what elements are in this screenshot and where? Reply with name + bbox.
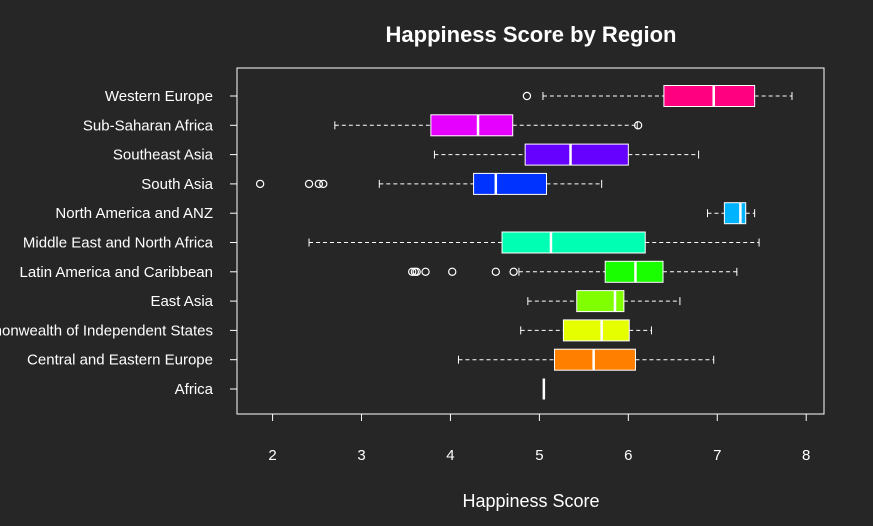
y-axis: Africa Central and Eastern Europe Commonwe…	[0, 88, 237, 398]
x-tick-label: 4	[446, 447, 454, 464]
category-label: Middle East and North Africa	[23, 235, 214, 252]
category-label: North America and ANZ	[55, 205, 213, 222]
x-tick-label: 3	[357, 447, 365, 464]
box-group	[522, 85, 793, 107]
box-iqr	[576, 290, 625, 313]
outlier-point	[408, 267, 417, 276]
outlier-point	[314, 179, 324, 189]
boxes-layer	[255, 85, 793, 400]
box-group	[308, 231, 760, 254]
box-group	[457, 348, 715, 371]
box-group	[255, 172, 603, 195]
chart-title: Happiness Score by Region	[386, 22, 677, 47]
box-iqr	[501, 231, 646, 254]
box-iqr	[604, 260, 664, 283]
x-tick-label: 6	[624, 447, 632, 464]
outlier-point	[448, 267, 457, 276]
box-iqr	[554, 348, 636, 371]
outlier-point	[509, 267, 518, 276]
box-group	[706, 202, 756, 225]
category-label: South Asia	[141, 176, 213, 193]
box-iqr	[524, 143, 629, 166]
x-tick-label: 7	[713, 447, 721, 464]
x-axis-label: Happiness Score	[462, 491, 599, 511]
category-label: Commonwealth of Independent States	[0, 322, 213, 339]
outlier-point	[633, 121, 643, 130]
outlier-point	[491, 267, 501, 276]
category-label: Latin America and Caribbean	[20, 264, 213, 281]
outlier-point	[412, 267, 421, 276]
category-label: Central and Eastern Europe	[27, 352, 213, 369]
box-iqr	[473, 172, 548, 195]
x-tick-label: 5	[535, 447, 543, 464]
category-label: East Asia	[150, 293, 213, 310]
x-tick-label: 2	[268, 447, 276, 464]
category-label: Africa	[175, 381, 214, 398]
box-iqr	[663, 85, 756, 107]
x-axis: 2 3 4 5 6 7 8	[268, 414, 810, 464]
outlier-point	[304, 179, 314, 189]
box-group	[433, 143, 700, 166]
box-group	[527, 290, 681, 313]
category-label: Southeast Asia	[113, 147, 214, 164]
box-iqr	[430, 114, 514, 137]
category-label: Western Europe	[105, 88, 213, 105]
x-tick-label: 8	[802, 447, 810, 464]
outlier-point	[522, 91, 532, 101]
box-group	[334, 114, 643, 137]
box-iqr	[723, 202, 747, 225]
box-group	[408, 260, 738, 283]
plot-frame	[236, 67, 825, 415]
box-iqr	[562, 319, 630, 342]
outlier-point	[421, 267, 430, 276]
outlier-point	[319, 179, 328, 189]
outlier-point	[255, 179, 265, 189]
category-label: Sub-Saharan Africa	[83, 117, 214, 134]
box-group	[520, 319, 652, 342]
